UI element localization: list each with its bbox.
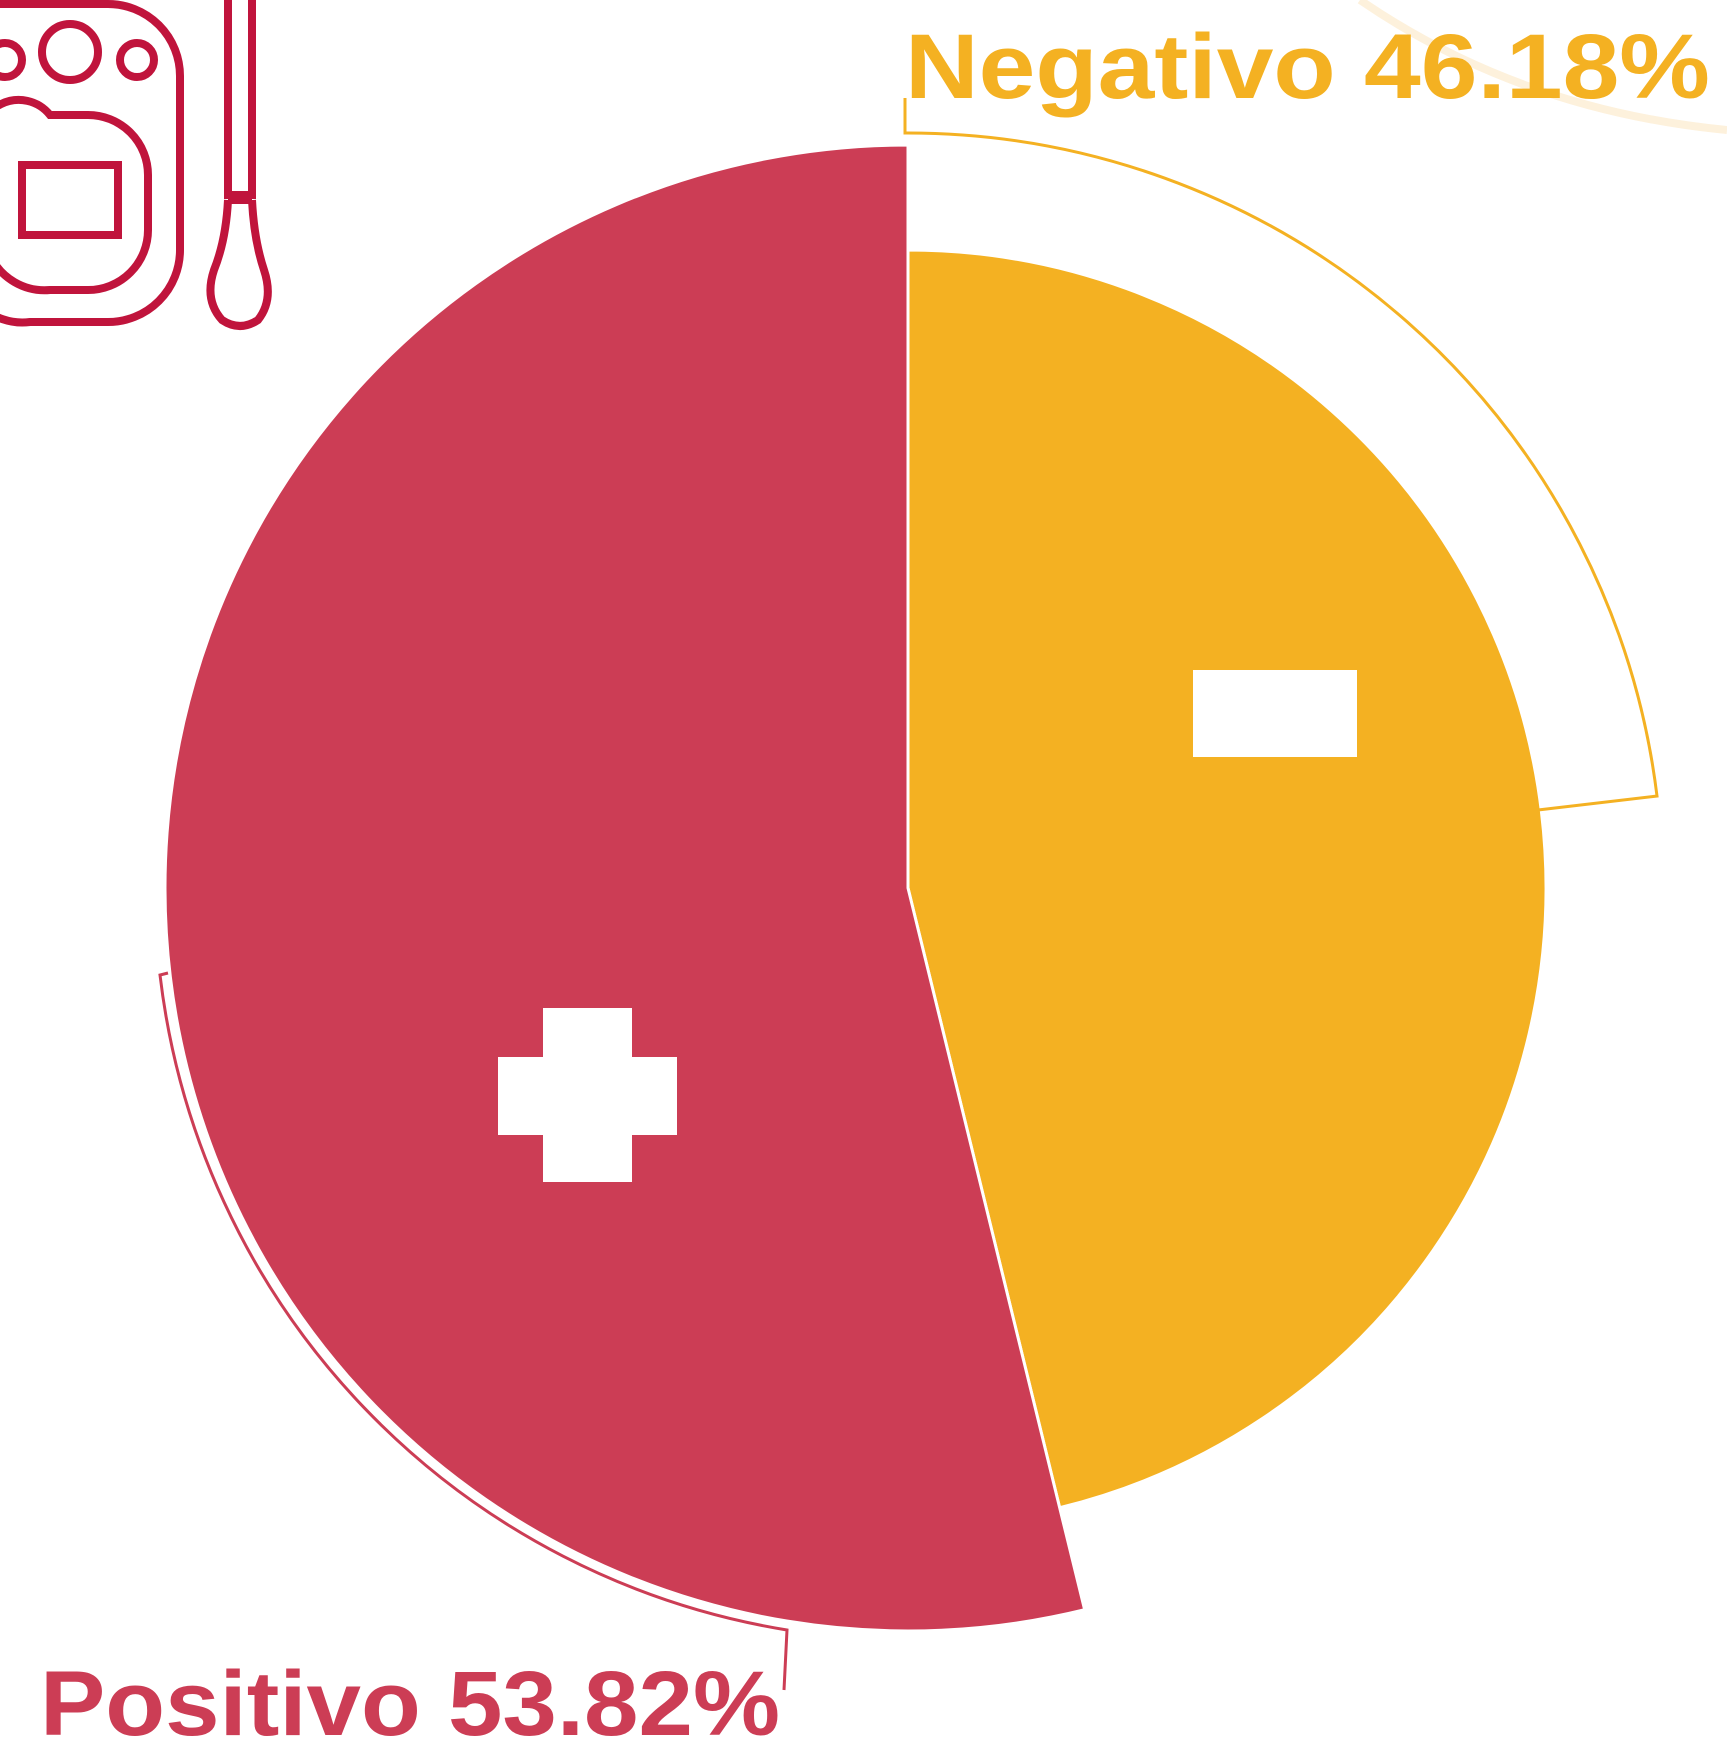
value-label: 46.18%	[1364, 16, 1710, 118]
icon-outline	[0, 0, 184, 327]
category-label: Positivo	[40, 1653, 421, 1754]
pie-slice	[163, 143, 1087, 1633]
category-label: Negativo	[905, 16, 1336, 118]
slice-outline	[158, 971, 789, 1691]
icon-swab	[206, 0, 272, 330]
icon-screen	[18, 161, 122, 239]
slice-label: Positivo 53.82%	[40, 1653, 780, 1754]
icon-circle	[116, 39, 158, 81]
decor-arc	[1357, 0, 1727, 134]
test-icon	[0, 0, 272, 330]
icon-window	[0, 95, 152, 295]
slice-label: Negativo 46.18%	[905, 16, 1710, 118]
pie-slice	[906, 248, 1548, 1510]
icon-circle	[38, 20, 102, 84]
slice-outline	[903, 98, 1659, 812]
icon-circle	[0, 39, 26, 81]
minus-sign	[1193, 670, 1357, 757]
value-label: 53.82%	[448, 1653, 780, 1754]
plus-sign	[498, 1008, 677, 1182]
